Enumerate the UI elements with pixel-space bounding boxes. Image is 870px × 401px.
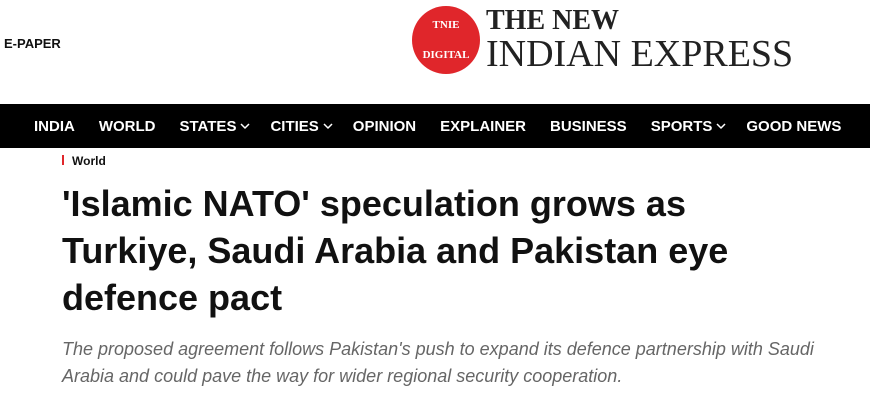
summary: The proposed agreement follows Pakistan'… bbox=[62, 339, 814, 386]
nav-item[interactable]: INDIA bbox=[34, 117, 75, 135]
section-label[interactable]: World bbox=[62, 154, 106, 168]
badge-top: TNIE bbox=[432, 19, 460, 31]
logo-line2: INDIAN EXPRESS bbox=[486, 33, 794, 75]
nav-item[interactable]: SPORTS bbox=[650, 117, 713, 135]
nav-item[interactable]: CITIES bbox=[270, 117, 319, 135]
dropdown-icon[interactable] bbox=[716, 122, 726, 130]
logo-line1: THE NEW bbox=[486, 5, 620, 36]
nav-item[interactable]: STATES bbox=[179, 117, 237, 135]
dropdown-icon[interactable] bbox=[323, 122, 333, 130]
header: E-PAPER TNIE DIGITAL THE NEW INDIAN EXPR… bbox=[0, 0, 870, 104]
epaper-link[interactable]: E-PAPER bbox=[4, 36, 61, 51]
logo-text: THE NEW INDIAN EXPRESS bbox=[486, 5, 794, 75]
nav-item[interactable]: GOOD NEWS bbox=[746, 117, 842, 135]
dropdown-icon[interactable] bbox=[240, 122, 250, 130]
nav-item[interactable]: EXPLAINER bbox=[440, 117, 526, 135]
logo[interactable]: TNIE DIGITAL THE NEW INDIAN EXPRESS bbox=[412, 6, 793, 74]
nav-item[interactable]: BUSINESS bbox=[550, 117, 627, 135]
nav-bar: INDIA WORLD STATES CITIES OPINION EXPLAINER BU… bbox=[0, 104, 870, 148]
badge-bottom: DIGITAL bbox=[422, 49, 470, 61]
logo-badge: TNIE DIGITAL bbox=[412, 6, 480, 74]
headline: 'Islamic NATO' speculation grows as Turk… bbox=[62, 183, 729, 318]
nav-item[interactable]: OPINION bbox=[352, 117, 417, 135]
nav-item[interactable]: WORLD bbox=[98, 117, 156, 135]
